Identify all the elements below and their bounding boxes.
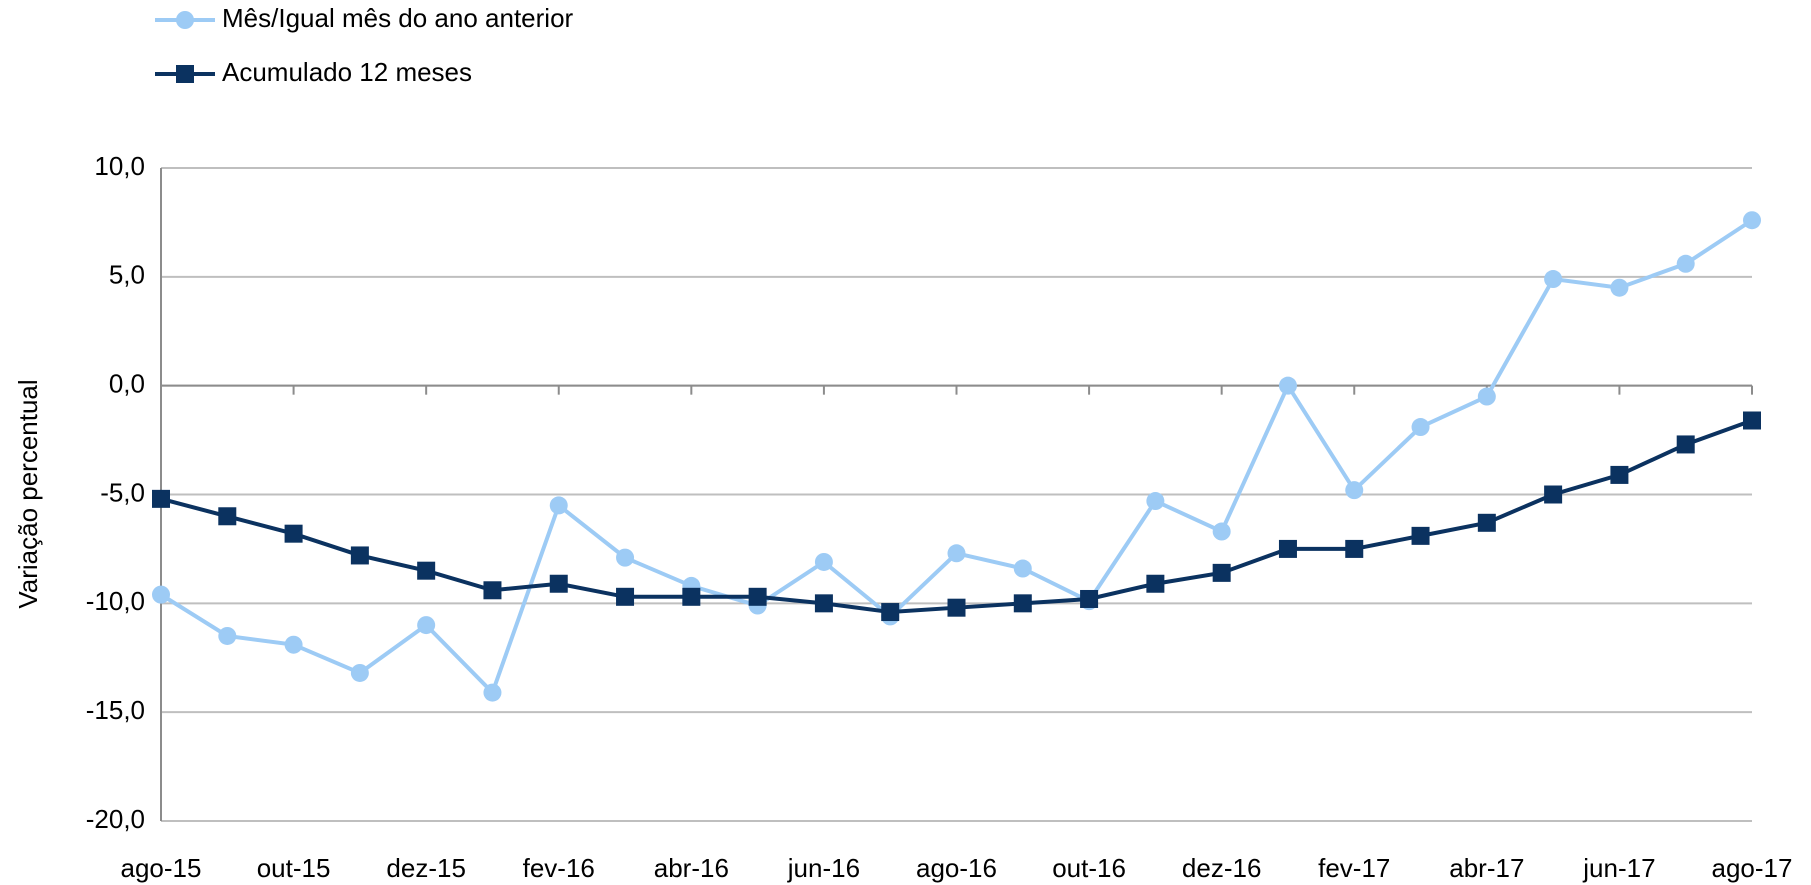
data-point: [1146, 492, 1165, 511]
data-point: [350, 663, 369, 682]
data-point: [1544, 485, 1563, 504]
x-tick-label: abr-16: [654, 853, 729, 883]
data-point: [549, 496, 568, 515]
data-point: [1080, 589, 1099, 608]
data-point: [549, 574, 568, 593]
data-point: [616, 587, 635, 606]
data-point: [814, 594, 833, 613]
data-point: [947, 598, 966, 617]
x-tick-label: fev-17: [1318, 853, 1390, 883]
data-point: [1477, 513, 1496, 532]
series-line: [159, 218, 1754, 697]
data-point: [218, 507, 237, 526]
x-tick-label: dez-16: [1182, 853, 1262, 883]
data-point: [1743, 211, 1761, 230]
data-point: [350, 546, 369, 565]
data-point: [1610, 465, 1629, 484]
data-point: [218, 626, 237, 645]
x-tick-label: ago-15: [121, 853, 202, 883]
series-line: [160, 418, 1753, 615]
data-point: [417, 561, 436, 580]
x-tick-label: jun-16: [787, 853, 860, 883]
data-point: [1411, 526, 1430, 545]
legend-marker: [176, 65, 194, 83]
data-point: [1278, 539, 1297, 558]
data-point: [881, 603, 900, 622]
x-tick-label: fev-16: [523, 853, 595, 883]
y-tick-label: 10,0: [94, 151, 145, 181]
x-tick-label: out-15: [257, 853, 331, 883]
x-tick-label: dez-15: [386, 853, 466, 883]
data-point: [1544, 270, 1563, 289]
data-point: [814, 552, 833, 571]
data-point: [1676, 435, 1695, 454]
data-point: [284, 635, 303, 654]
x-tick-label: abr-17: [1449, 853, 1524, 883]
x-tick-label: jun-17: [1582, 853, 1655, 883]
data-point: [1278, 376, 1297, 395]
x-tick-label: out-16: [1052, 853, 1126, 883]
data-point: [1146, 574, 1165, 593]
data-point: [947, 544, 966, 563]
data-point: [1345, 539, 1364, 558]
data-point: [1212, 563, 1231, 582]
data-point: [1013, 594, 1032, 613]
data-point: [1477, 387, 1496, 406]
data-point: [1610, 278, 1629, 297]
data-point: [483, 683, 502, 702]
y-tick-label: -15,0: [86, 695, 145, 725]
legend-label: Mês/Igual mês do ano anterior: [222, 3, 574, 33]
data-point: [1345, 481, 1364, 500]
data-point: [284, 524, 303, 543]
y-tick-label: 5,0: [109, 260, 145, 290]
data-point: [1212, 522, 1231, 541]
data-point: [682, 587, 701, 606]
data-point: [748, 587, 767, 606]
legend-label: Acumulado 12 meses: [222, 57, 472, 87]
data-point: [417, 616, 436, 635]
x-tick-label: ago-17: [1712, 853, 1793, 883]
legend-marker: [176, 11, 194, 29]
data-point: [1743, 411, 1761, 430]
y-axis-label: Variação percentual: [13, 379, 43, 608]
y-tick-label: -20,0: [86, 804, 145, 834]
data-point: [483, 581, 502, 600]
y-tick-label: 0,0: [109, 369, 145, 399]
data-point: [616, 548, 635, 567]
x-tick-label: ago-16: [916, 853, 997, 883]
data-point: [152, 489, 170, 508]
data-point: [152, 585, 170, 604]
data-point: [1013, 559, 1032, 578]
y-tick-label: -10,0: [86, 586, 145, 616]
y-tick-label: -5,0: [100, 477, 145, 507]
data-point: [1676, 254, 1695, 273]
data-point: [1411, 418, 1430, 437]
